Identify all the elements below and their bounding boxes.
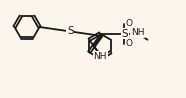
Text: S: S <box>67 26 74 36</box>
Text: O: O <box>126 19 133 28</box>
Text: O: O <box>126 39 133 48</box>
Text: NH: NH <box>131 28 144 37</box>
Text: NH: NH <box>93 52 107 61</box>
Text: S: S <box>122 29 128 39</box>
